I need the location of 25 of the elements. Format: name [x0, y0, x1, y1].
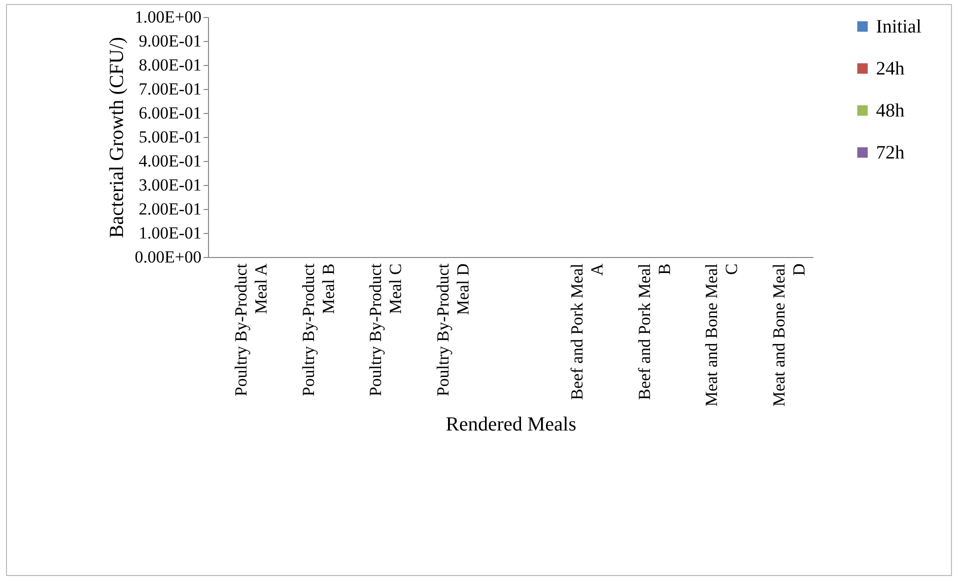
y-tick-label: 2.00E-01 — [138, 200, 202, 218]
x-tick-label: Poultry By-Product Meal A — [232, 262, 271, 396]
x-tick-label: Meat and Bone Meal C — [702, 263, 742, 407]
y-tick-label: 0.00E+00 — [134, 248, 202, 266]
x-tick-label: Poultry By-Product Meal D — [433, 263, 472, 396]
x-tick-label: Meat and Bone Meal D — [769, 263, 808, 407]
y-tick-label: 8.00E-01 — [138, 56, 202, 74]
x-tick-label: Beef and Pork Meal A — [568, 262, 607, 400]
y-tick-label: 7.00E-01 — [138, 80, 202, 98]
y-axis-title: Bacterial Growth (CFU/) — [106, 36, 128, 238]
legend-label: Initial — [876, 16, 922, 38]
legend-label: 72h — [876, 142, 905, 164]
y-tick-label: 6.00E-01 — [138, 104, 202, 122]
x-axis-title: Rendered Meals — [446, 414, 576, 436]
legend-label: 24h — [876, 58, 905, 80]
x-tick-label: Beef and Pork Meal B — [634, 263, 674, 400]
y-tick-label: 3.00E-01 — [138, 176, 202, 194]
x-tick-label: Poultry By-Product Meal C — [366, 263, 406, 396]
legend-label: 48h — [876, 100, 905, 122]
y-tick-label: 5.00E-01 — [138, 128, 202, 146]
x-tick-label: Poultry By-Product Meal B — [298, 263, 338, 396]
y-tick-label: 4.00E-01 — [138, 152, 202, 170]
y-tick-label: 1.00E-01 — [138, 224, 202, 242]
y-tick-label: 9.00E-01 — [138, 32, 202, 50]
y-tick-label: 1.00E+00 — [134, 8, 202, 26]
